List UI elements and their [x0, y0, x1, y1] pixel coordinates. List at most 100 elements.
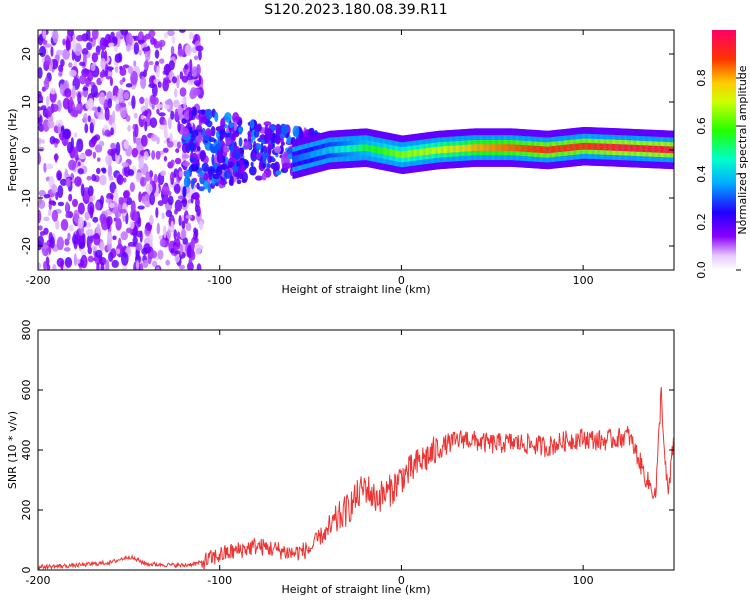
spectrogram-blob [64, 256, 73, 268]
spectrogram-blob [156, 222, 161, 235]
spectrogram-blob [90, 63, 96, 72]
spectrogram-blob [197, 132, 203, 143]
spectrogram-blob [164, 99, 173, 105]
spectrogram-blob [232, 112, 240, 124]
spectrogram-blob [203, 172, 209, 181]
spectrogram-blob [279, 144, 284, 155]
spectrogram-blob [38, 45, 47, 58]
spectrogram-blob [231, 131, 236, 142]
spectrogram-blob [38, 225, 43, 231]
spectrogram-blob [238, 137, 243, 147]
spectrogram-blob [112, 95, 117, 102]
y-tick-label: -20 [20, 237, 33, 255]
spectrogram-blob [159, 124, 167, 130]
spectrogram-blob [87, 69, 94, 82]
spectrogram-blob [178, 30, 186, 33]
spectrogram-blob [66, 141, 74, 154]
spectrogram-blob [173, 183, 181, 194]
spectrogram-blob [185, 222, 192, 232]
spectrogram-blob [46, 264, 51, 270]
spectrogram-blob [38, 35, 44, 46]
spectrogram-x-axis-label: Height of straight line (km) [281, 283, 430, 296]
spectrogram-blob [62, 38, 66, 46]
spectrogram-blob [195, 243, 202, 256]
spectrogram-blob [68, 96, 74, 110]
spectrogram-blob [156, 108, 160, 115]
spectrogram-blob [144, 200, 149, 207]
spectrogram-blob [146, 112, 151, 119]
spectrogram-blob [77, 202, 85, 215]
spectrogram-blob [182, 154, 190, 159]
spectrogram-blob [215, 165, 223, 177]
spectrogram-blob [253, 129, 260, 138]
spectrogram-blob [45, 95, 50, 107]
spectrogram-blob [159, 58, 165, 64]
spectrogram-blob [86, 42, 93, 51]
spectrogram-blob [205, 128, 212, 137]
figure-title: S120.2023.180.08.39.R11 [264, 2, 447, 18]
y-tick-label: 400 [20, 440, 33, 461]
spectrogram-blob [234, 149, 241, 161]
spectrogram-blob [51, 103, 59, 112]
spectrogram-blob [110, 142, 116, 150]
spectrogram-blob [179, 71, 184, 80]
spectrogram-blob [193, 80, 202, 86]
spectrogram-blob [188, 31, 194, 40]
spectrogram-blob [201, 109, 206, 115]
snr-frame [37, 329, 675, 571]
snr-series-line [38, 387, 674, 570]
spectrogram-blob [145, 171, 151, 182]
colorbar-tick-label: 0.2 [695, 213, 708, 231]
spectrogram-blob [135, 242, 143, 251]
spectrogram-blob [87, 201, 95, 216]
x-tick-label: -200 [26, 574, 51, 587]
spectrogram-blob [83, 113, 88, 124]
spectrogram-blob [177, 195, 184, 200]
spectrogram-blob [195, 45, 204, 52]
spectrogram-blob [114, 46, 118, 52]
spectrogram-blob [173, 88, 178, 98]
spectrogram-blob [275, 170, 282, 176]
spectrogram-blob [255, 144, 262, 150]
spectrogram-blob [261, 163, 266, 169]
spectrogram-blob [181, 97, 186, 104]
spectrogram-blob [133, 60, 137, 67]
spectrogram-blob [121, 162, 129, 168]
spectrogram-blob [164, 132, 169, 139]
spectrogram-blob [45, 163, 54, 170]
spectrogram-blob [68, 224, 74, 232]
spectrogram-blob [274, 135, 282, 144]
spectrogram-blob [220, 163, 228, 171]
spectrogram-blob [190, 178, 195, 190]
colorbar-label: Normalized spectral amplitude [736, 65, 749, 234]
spectrogram-blob [177, 48, 184, 57]
spectrogram-blob [38, 262, 41, 270]
spectrogram-blob [115, 103, 121, 112]
spectrogram-blob [82, 86, 89, 91]
spectrogram-blob [266, 128, 273, 140]
spectrogram-blob [71, 198, 78, 208]
spectrogram-blob [56, 236, 65, 251]
spectrogram-blob [144, 121, 148, 132]
spectrogram-blob [105, 154, 113, 166]
spectrogram-blob [105, 259, 110, 270]
spectrogram-blob [184, 43, 192, 57]
spectrogram-blob [76, 103, 81, 111]
spectrogram-blob [140, 134, 148, 147]
y-tick-label: 0 [20, 147, 33, 154]
spectrogram-blob [261, 172, 267, 181]
spectrogram-blob [38, 110, 41, 118]
spectrogram-blob [131, 147, 139, 158]
spectrogram-blob [192, 88, 201, 96]
spectrogram-blob [67, 232, 71, 241]
spectrogram-blob [166, 229, 172, 240]
spectrogram-blob [56, 49, 64, 56]
spectrogram-blob [181, 75, 189, 83]
spectrogram-blob [98, 257, 107, 266]
spectrogram-blob [92, 151, 97, 159]
spectrogram-blob [55, 219, 60, 230]
spectrogram-blob [77, 161, 81, 167]
spectrogram-blob [219, 180, 228, 185]
spectrogram-blob [73, 209, 80, 224]
